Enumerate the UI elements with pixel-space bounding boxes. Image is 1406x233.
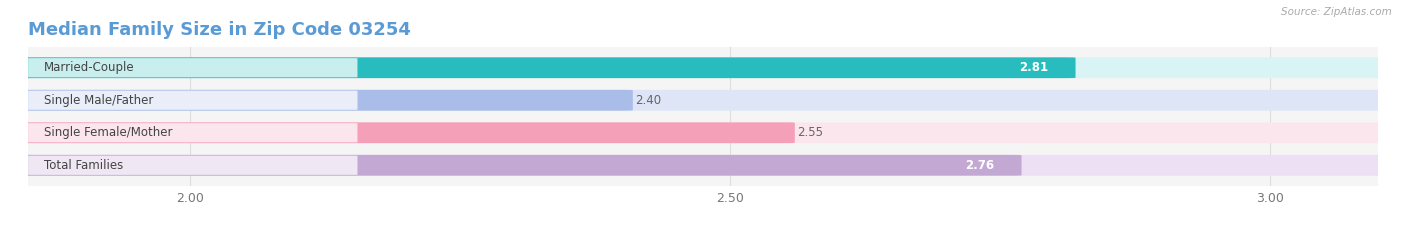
FancyBboxPatch shape [28, 91, 357, 110]
FancyBboxPatch shape [17, 57, 1076, 78]
FancyBboxPatch shape [17, 90, 633, 111]
Text: 2.55: 2.55 [797, 126, 823, 139]
Text: Median Family Size in Zip Code 03254: Median Family Size in Zip Code 03254 [28, 21, 411, 39]
FancyBboxPatch shape [28, 156, 357, 175]
Text: Total Families: Total Families [45, 159, 124, 172]
FancyBboxPatch shape [17, 122, 794, 143]
FancyBboxPatch shape [17, 122, 1389, 143]
FancyBboxPatch shape [28, 58, 357, 77]
FancyBboxPatch shape [17, 90, 1389, 111]
FancyBboxPatch shape [17, 57, 1389, 78]
Text: Married-Couple: Married-Couple [45, 61, 135, 74]
Text: Source: ZipAtlas.com: Source: ZipAtlas.com [1281, 7, 1392, 17]
FancyBboxPatch shape [28, 123, 357, 142]
Text: Single Male/Father: Single Male/Father [45, 94, 153, 107]
FancyBboxPatch shape [17, 155, 1389, 176]
Text: 2.76: 2.76 [966, 159, 994, 172]
Text: 2.40: 2.40 [636, 94, 661, 107]
Text: 2.81: 2.81 [1019, 61, 1049, 74]
FancyBboxPatch shape [17, 155, 1022, 176]
Text: Single Female/Mother: Single Female/Mother [45, 126, 173, 139]
